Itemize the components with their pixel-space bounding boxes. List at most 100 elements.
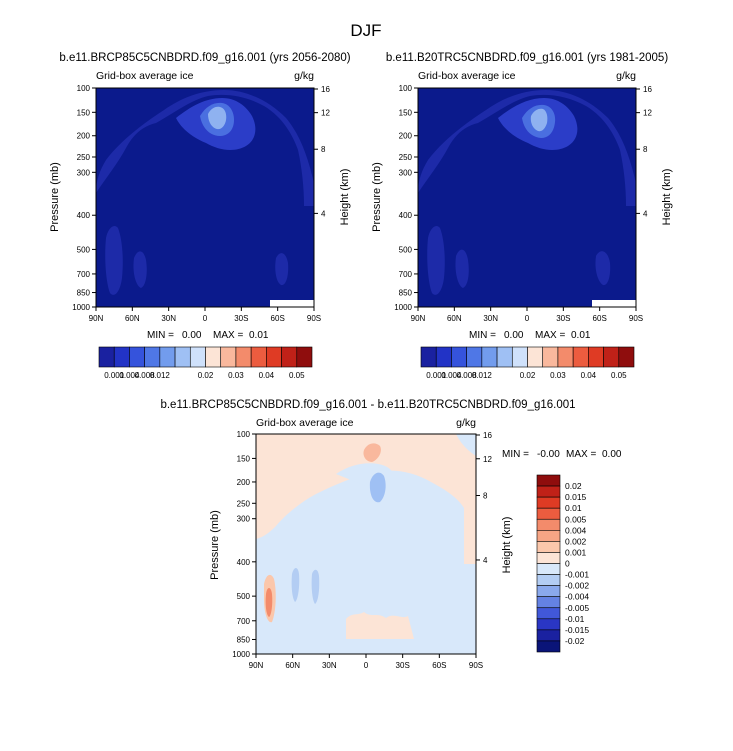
panel-3-height-tick-label: 16 xyxy=(483,431,492,440)
panel-2-pressure-tick-label: 1000 xyxy=(394,303,412,312)
colorbar-1-swatch xyxy=(266,346,282,368)
panel-2: b.e11.B20TRC5CNBDRD.f09_g16.001 (yrs 198… xyxy=(371,52,673,380)
panel-2-lat-tick-label: 90N xyxy=(411,314,426,323)
colorbar-1-swatch xyxy=(174,346,191,368)
panel-2-pressure-tick-label: 850 xyxy=(399,289,413,298)
panel-1-stats-min: 0.00 xyxy=(182,330,202,341)
panel-2-pressure-tick-label: 700 xyxy=(399,270,413,279)
panel-3-lat-tick-label: 60S xyxy=(432,661,446,670)
panel-3-pressure-tick-label: 850 xyxy=(237,635,251,644)
panel-3-nh-cold-streak-1 xyxy=(291,568,300,602)
colorbar-diff-label: -0.015 xyxy=(565,625,589,635)
panel-3-height-tick-label: 12 xyxy=(483,455,492,464)
panel-3-stats-min: -0.00 xyxy=(537,449,560,460)
colorbar-diff-swatch xyxy=(536,518,561,531)
panel-2-lat-tick-label: 30N xyxy=(483,314,498,323)
panel-3-height-tick-label: 8 xyxy=(483,492,488,501)
panel-1-title: b.e11.BRCP85C5CNBDRD.f09_g16.001 (yrs 20… xyxy=(59,52,350,64)
panel-2-height-tick-label: 12 xyxy=(643,109,652,118)
colorbar-2-swatch xyxy=(603,346,620,368)
panel-1-plot xyxy=(95,87,315,308)
panel-3-units: g/kg xyxy=(456,417,476,429)
panel-2-pressure-tick-label: 150 xyxy=(399,108,413,117)
panel-3: b.e11.BRCP85C5CNBDRD.f09_g16.001 - b.e11… xyxy=(160,399,621,670)
panel-1-right-axis-label: Height (km) xyxy=(339,169,351,226)
panel-2-title: b.e11.B20TRC5CNBDRD.f09_g16.001 (yrs 198… xyxy=(386,52,668,64)
colorbar-2-swatch xyxy=(481,346,498,368)
colorbar-diff-label: -0.01 xyxy=(565,614,585,624)
colorbar-1-swatch xyxy=(205,346,222,368)
panel-1-stats-max: 0.01 xyxy=(249,330,269,341)
panel-3-left-axis: 100 150 200 250 300 400 500 700 850 1000 16 12 8 4 90N… xyxy=(232,430,492,670)
colorbar-2-swatch xyxy=(511,346,528,368)
colorbar-2-label: 0.04 xyxy=(581,371,597,380)
colorbar-diff-label: -0.004 xyxy=(565,592,589,602)
panel-1-units: g/kg xyxy=(294,70,314,82)
panel-2-left-axis-label: Pressure (mb) xyxy=(371,162,383,232)
panel-2-height-tick-label: 8 xyxy=(643,145,648,154)
panel-2-lat-tick-label: 60N xyxy=(447,314,462,323)
colorbar-diff-label: -0.002 xyxy=(565,581,589,591)
panel-3-pressure-tick-label: 500 xyxy=(237,592,251,601)
panel-3-pressure-tick-label: 200 xyxy=(237,478,251,487)
colorbar-1-swatch xyxy=(189,346,206,368)
panel-3-tropopause-cold xyxy=(369,472,386,503)
colorbar-1-swatch xyxy=(98,346,115,368)
panel-3-left-axis-label: Pressure (mb) xyxy=(209,510,221,580)
panel-2-stats-min-label: MIN = xyxy=(469,330,496,341)
colorbar-1-swatch xyxy=(220,346,237,368)
panel-1-height-tick-label: 4 xyxy=(321,209,326,218)
panel-1-pressure-tick-label: 250 xyxy=(77,153,91,162)
colorbar-diff-swatch xyxy=(536,607,561,620)
panel-1-pressure-tick-label: 200 xyxy=(77,132,91,141)
panel-2-right-axis-label: Height (km) xyxy=(661,169,673,226)
panel-1-lat-tick-label: 0 xyxy=(203,314,208,323)
panel-1-pressure-tick-label: 400 xyxy=(77,211,91,220)
panel-3-sfc-warm-noise xyxy=(346,612,414,639)
panel-2-pressure-tick-label: 400 xyxy=(399,211,413,220)
colorbar-2-swatch xyxy=(466,346,483,368)
panel-3-nh-cold-streak-2 xyxy=(311,569,320,604)
panel-1: b.e11.BRCP85C5CNBDRD.f09_g16.001 (yrs 20… xyxy=(49,52,351,380)
colorbar-1-swatch xyxy=(159,346,176,368)
panel-1-height-tick-label: 12 xyxy=(321,109,330,118)
panel-2-contour-nh-column xyxy=(427,226,469,295)
panel-1-stats-max-label: MAX = xyxy=(213,330,243,341)
panel-1-left-axis-label: Pressure (mb) xyxy=(49,162,61,232)
colorbar-2-swatch xyxy=(572,346,589,368)
panel-2-height-tick-label: 4 xyxy=(643,209,648,218)
panel-1-lat-tick-label: 60N xyxy=(125,314,140,323)
colorbar-1-label: 0.001 xyxy=(104,371,125,380)
panel-1-height-tick-label: 16 xyxy=(321,85,330,94)
panel-2-contour-core xyxy=(530,108,548,132)
panel-2-lat-tick-label: 30S xyxy=(556,314,570,323)
colorbar-1-label: 0.004 xyxy=(119,371,140,380)
panel-2-height-tick-label: 16 xyxy=(643,85,652,94)
panel-2-pressure-tick-label: 250 xyxy=(399,153,413,162)
panel-2-units: g/kg xyxy=(616,70,636,82)
panel-1-lat-tick-label: 60S xyxy=(271,314,285,323)
panel-3-pressure-tick-label: 150 xyxy=(237,454,251,463)
colorbar-1-swatch xyxy=(129,346,145,368)
panel-3-right-axis-label: Height (km) xyxy=(501,517,513,574)
colorbar-2-label: 0.02 xyxy=(520,371,536,380)
panel-1-contour-core xyxy=(208,106,227,130)
panel-3-plot xyxy=(255,433,477,655)
panel-3-title: b.e11.BRCP85C5CNBDRD.f09_g16.001 - b.e11… xyxy=(160,399,575,411)
panel-2-lat-tick-label: 60S xyxy=(593,314,607,323)
colorbar-1-swatch xyxy=(250,346,267,368)
panel-1-pressure-tick-label: 300 xyxy=(77,168,91,177)
colorbar-2-swatch xyxy=(496,346,513,368)
colorbar-diff-swatch xyxy=(536,496,561,509)
panel-1-contour-sh-column xyxy=(275,253,289,286)
colorbar-2-swatch xyxy=(557,346,574,368)
panel-2-contour-sh-column xyxy=(595,251,611,286)
panel-2-stats-max: 0.01 xyxy=(571,330,591,341)
colorbar-diff-swatch xyxy=(536,474,561,487)
colorbar-1-swatch xyxy=(296,346,313,368)
panel-1-field-label: Grid-box average ice xyxy=(96,70,194,82)
panel-3-stats-max-label: MAX = xyxy=(566,449,596,460)
panel-3-lat-tick-label: 60N xyxy=(285,661,300,670)
